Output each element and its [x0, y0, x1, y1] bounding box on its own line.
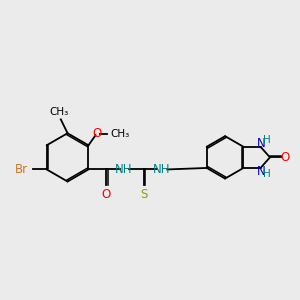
Text: CH₃: CH₃ [50, 107, 69, 117]
Text: CH₃: CH₃ [110, 128, 130, 139]
Text: S: S [140, 188, 148, 201]
Text: H: H [263, 135, 271, 145]
Text: NH: NH [153, 163, 171, 176]
Text: N: N [257, 165, 266, 178]
Text: N: N [257, 137, 266, 150]
Text: Br: Br [15, 163, 28, 176]
Text: O: O [280, 151, 290, 164]
Text: H: H [263, 169, 271, 179]
Text: O: O [93, 127, 102, 140]
Text: NH: NH [115, 163, 133, 176]
Text: O: O [101, 188, 111, 201]
